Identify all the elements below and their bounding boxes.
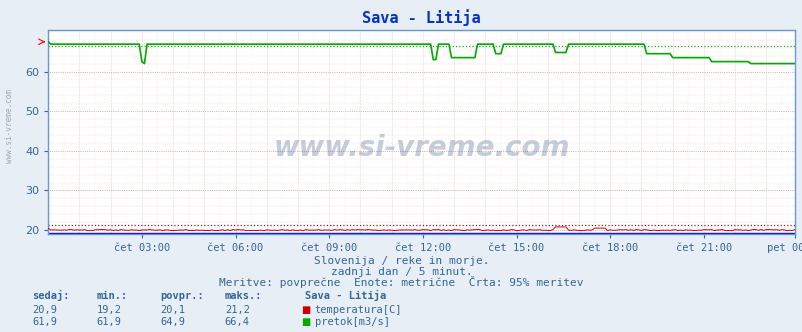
Text: 61,9: 61,9 (96, 317, 121, 327)
Text: Sava - Litija: Sava - Litija (305, 290, 386, 301)
Text: 64,9: 64,9 (160, 317, 185, 327)
Text: 20,9: 20,9 (32, 305, 57, 315)
Title: Sava - Litija: Sava - Litija (362, 9, 480, 26)
Text: min.:: min.: (96, 291, 128, 301)
Text: Slovenija / reke in morje.: Slovenija / reke in morje. (314, 256, 488, 266)
Text: ■: ■ (301, 317, 310, 327)
Text: www.si-vreme.com: www.si-vreme.com (5, 89, 14, 163)
Text: maks.:: maks.: (225, 291, 262, 301)
Text: 61,9: 61,9 (32, 317, 57, 327)
Text: www.si-vreme.com: www.si-vreme.com (273, 134, 569, 162)
Text: 20,1: 20,1 (160, 305, 185, 315)
Text: sedaj:: sedaj: (32, 290, 70, 301)
Text: temperatura[C]: temperatura[C] (314, 305, 402, 315)
Text: Meritve: povprečne  Enote: metrične  Črta: 95% meritev: Meritve: povprečne Enote: metrične Črta:… (219, 276, 583, 288)
Text: povpr.:: povpr.: (160, 291, 204, 301)
Text: zadnji dan / 5 minut.: zadnji dan / 5 minut. (330, 267, 472, 277)
Text: ■: ■ (301, 305, 310, 315)
Text: 21,2: 21,2 (225, 305, 249, 315)
Text: 66,4: 66,4 (225, 317, 249, 327)
Text: pretok[m3/s]: pretok[m3/s] (314, 317, 389, 327)
Text: 19,2: 19,2 (96, 305, 121, 315)
